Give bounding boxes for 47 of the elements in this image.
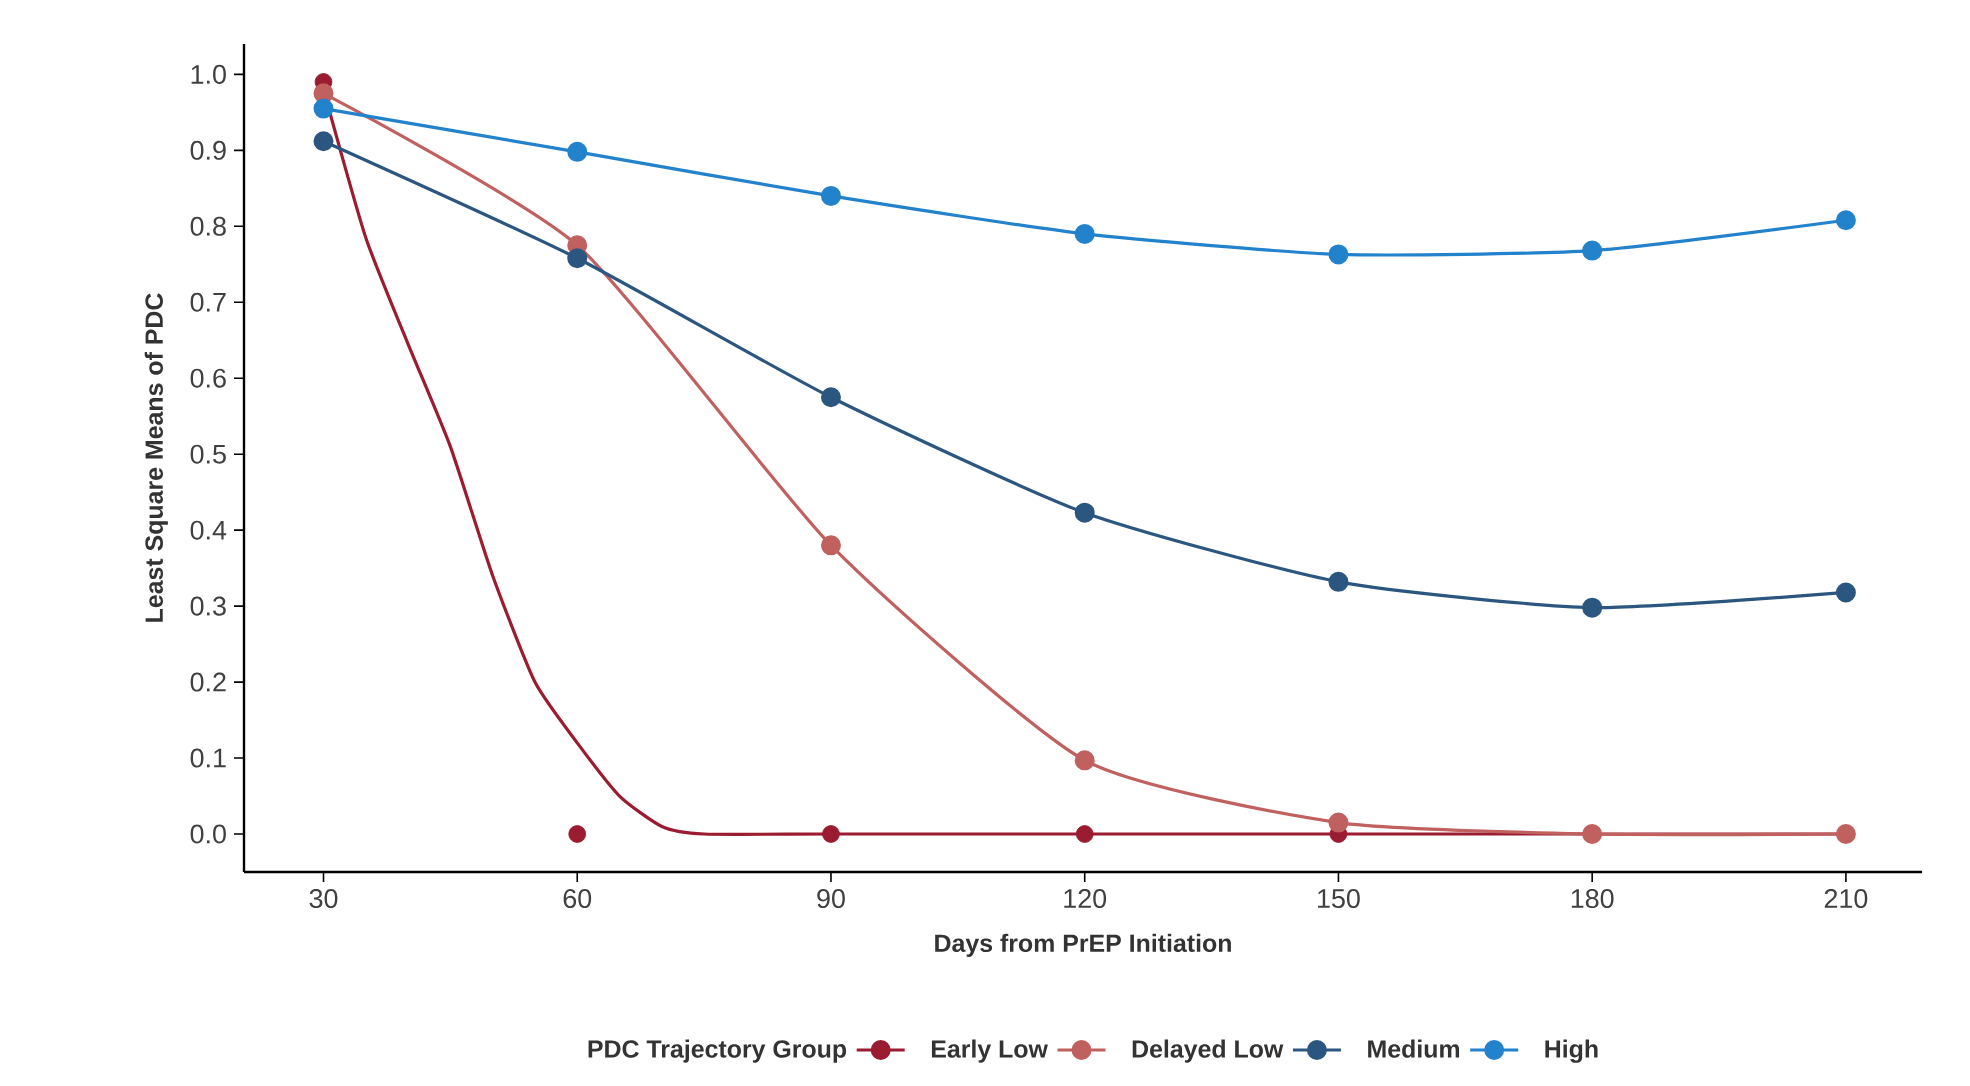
point bbox=[1075, 825, 1094, 843]
x-tick-label: 210 bbox=[1824, 889, 1868, 909]
point bbox=[1582, 597, 1603, 618]
point bbox=[567, 141, 588, 162]
point bbox=[1582, 824, 1603, 845]
point bbox=[1835, 210, 1856, 231]
y-tick-label: 0.9 bbox=[190, 140, 226, 160]
y-tick-label: 0.2 bbox=[190, 672, 226, 692]
x-tick-label: 180 bbox=[1571, 889, 1614, 909]
point bbox=[313, 131, 334, 152]
point bbox=[820, 185, 841, 206]
x-tick-label: 90 bbox=[817, 889, 845, 909]
y-tick-label: 0.4 bbox=[190, 520, 227, 540]
x-tick-label: 150 bbox=[1318, 889, 1360, 909]
legend-title: PDC Trajectory Group bbox=[588, 1039, 847, 1063]
point bbox=[1074, 502, 1095, 523]
x-tick-label: 30 bbox=[309, 889, 338, 909]
point bbox=[1835, 582, 1856, 603]
x-tick-label: 120 bbox=[1064, 889, 1107, 909]
x-tick-label: 60 bbox=[563, 889, 592, 909]
point bbox=[1074, 750, 1095, 771]
legend-label: High bbox=[1545, 1039, 1598, 1063]
y-axis-title: Least Square Means of PDC bbox=[144, 293, 168, 622]
x-axis-title: Days from PrEP Initiation bbox=[935, 933, 1231, 957]
point bbox=[820, 535, 841, 556]
point bbox=[567, 248, 588, 269]
point bbox=[820, 387, 841, 408]
y-tick-label: 1.0 bbox=[191, 64, 226, 84]
point bbox=[1328, 812, 1349, 833]
legend-label: Delayed Low bbox=[1132, 1039, 1284, 1063]
y-tick-label: 0.7 bbox=[190, 292, 226, 312]
point bbox=[313, 98, 334, 119]
point bbox=[1582, 240, 1603, 261]
legend-label: Medium bbox=[1368, 1039, 1460, 1058]
point bbox=[822, 825, 840, 843]
point bbox=[1328, 571, 1349, 592]
y-tick-label: 0.3 bbox=[190, 596, 226, 616]
y-tick-label: 0.1 bbox=[190, 748, 226, 768]
point bbox=[1835, 824, 1856, 845]
y-tick-label: 0.8 bbox=[190, 216, 226, 236]
y-tick-label: 0.5 bbox=[190, 444, 226, 464]
legend-label: Early Low bbox=[931, 1039, 1048, 1063]
point bbox=[1328, 244, 1349, 265]
point bbox=[568, 825, 587, 843]
y-tick-label: 0.6 bbox=[190, 368, 226, 388]
y-tick-label: 0.0 bbox=[190, 824, 226, 844]
point bbox=[1074, 223, 1095, 244]
